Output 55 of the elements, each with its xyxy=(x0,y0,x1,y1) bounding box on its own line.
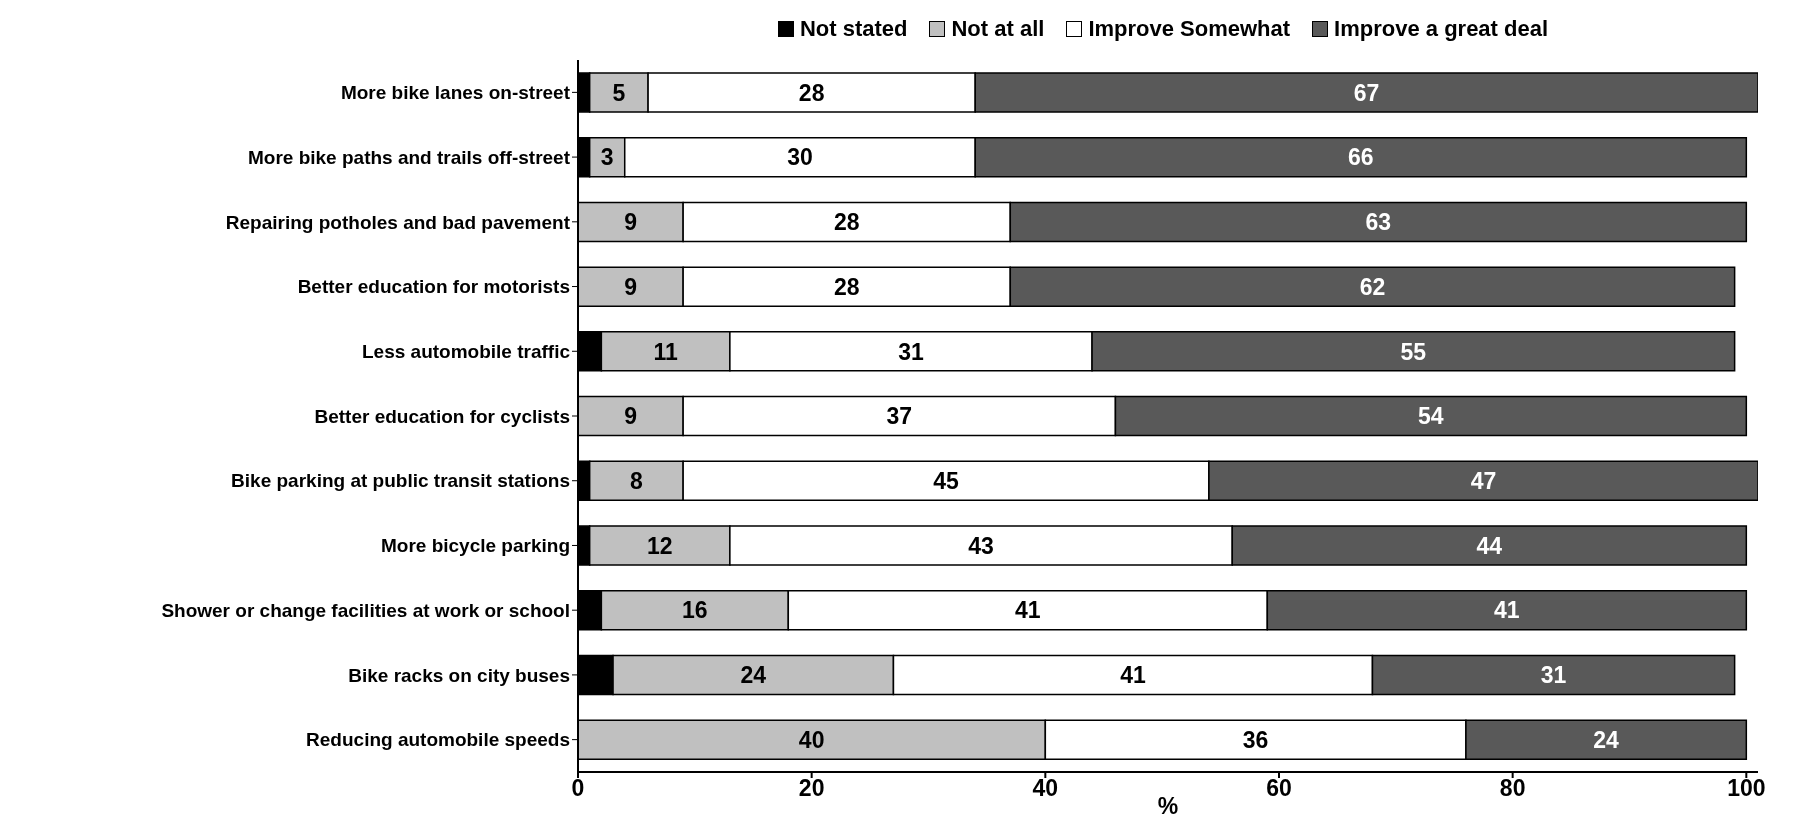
x-tick-label: 0 xyxy=(571,775,585,802)
x-tick-label: 20 xyxy=(798,775,825,802)
y-tick-label: Shower or change facilities at work or school xyxy=(161,599,570,621)
data-label: 41 xyxy=(1120,662,1146,689)
data-label: 40 xyxy=(798,726,825,753)
data-label: 54 xyxy=(1418,403,1444,430)
y-tick-label: More bike lanes on-street xyxy=(340,82,571,104)
y-tick-label: More bicycle parking xyxy=(380,535,570,557)
legend-label: Not stated xyxy=(798,16,908,42)
data-label: 67 xyxy=(1353,79,1380,106)
x-tick-label: 80 xyxy=(1499,775,1526,802)
y-tick-label: Better education for motorists xyxy=(297,276,570,298)
legend-label: Improve a great deal xyxy=(1333,16,1549,42)
data-label: 31 xyxy=(1540,662,1567,689)
data-label: 45 xyxy=(933,467,960,494)
y-tick-label: Bike racks on city buses xyxy=(348,664,570,686)
data-label: 55 xyxy=(1400,338,1427,365)
x-tick-label: 40 xyxy=(1032,775,1059,802)
data-label: 63 xyxy=(1365,209,1392,236)
data-label: 44 xyxy=(1476,532,1503,559)
data-label: 37 xyxy=(886,403,913,430)
y-tick-label: Better education for cyclists xyxy=(314,405,570,427)
data-label: 43 xyxy=(968,532,994,559)
data-label: 30 xyxy=(787,144,813,171)
data-label: 66 xyxy=(1347,144,1374,171)
data-label: 28 xyxy=(833,209,860,236)
data-label: 8 xyxy=(630,467,644,494)
data-label: 47 xyxy=(1470,467,1497,494)
y-tick-label: Bike parking at public transit stations xyxy=(231,470,570,492)
data-label: 5 xyxy=(612,79,626,106)
data-label: 24 xyxy=(740,662,767,689)
data-label: 24 xyxy=(1593,726,1620,753)
data-label: 11 xyxy=(653,338,678,365)
legend-label: Not at all xyxy=(950,16,1045,42)
data-label: 31 xyxy=(898,338,924,365)
data-label: 9 xyxy=(624,403,637,430)
data-label: 28 xyxy=(798,79,825,106)
legend-label: Improve Somewhat xyxy=(1087,16,1291,42)
x-tick-label: 60 xyxy=(1266,775,1292,802)
x-tick-label: 100 xyxy=(1727,775,1766,802)
data-label: 28 xyxy=(833,273,860,300)
y-tick-label: More bike paths and trails off-street xyxy=(247,146,571,168)
data-label: 12 xyxy=(646,532,673,559)
data-label: 36 xyxy=(1242,726,1269,753)
y-tick-label: Repairing potholes and bad pavement xyxy=(225,211,571,233)
data-label: 16 xyxy=(682,597,708,624)
y-tick-label: Less automobile traffic xyxy=(362,341,571,363)
data-label: 3 xyxy=(600,144,614,171)
data-label: 9 xyxy=(624,273,637,300)
x-axis-title: % xyxy=(1157,793,1179,819)
data-label: 41 xyxy=(1015,597,1041,624)
y-tick-label: Reducing automobile speeds xyxy=(306,729,570,751)
data-label: 62 xyxy=(1359,273,1386,300)
data-label: 41 xyxy=(1494,597,1520,624)
data-label: 9 xyxy=(624,209,637,236)
